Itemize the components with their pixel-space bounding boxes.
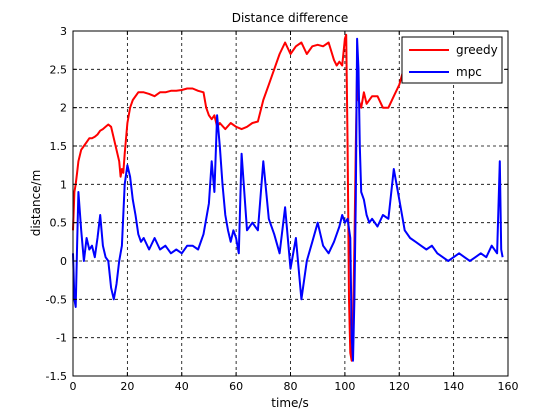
y-tick-label: -1.5 xyxy=(46,370,67,383)
x-tick-label: 160 xyxy=(498,380,519,393)
x-tick-label: 60 xyxy=(229,380,243,393)
y-tick-label: 3 xyxy=(60,25,67,38)
y-tick-label: 0 xyxy=(60,255,67,268)
x-tick-label: 20 xyxy=(120,380,134,393)
series-lines xyxy=(72,33,504,362)
y-tick-label: -1 xyxy=(56,332,67,345)
x-axis-ticks: 0 20 40 60 80 100 120 140 160 xyxy=(70,31,519,393)
chart-title: Distance difference xyxy=(232,11,349,25)
y-axis-label: distance/m xyxy=(29,170,43,237)
series-line-mpc xyxy=(72,37,504,362)
plot-background xyxy=(73,31,508,376)
legend-box xyxy=(401,36,503,84)
x-tick-label: 80 xyxy=(284,380,298,393)
x-tick-label: 100 xyxy=(334,380,355,393)
legend-label-mpc: mpc xyxy=(456,65,482,79)
legend: greedy mpc xyxy=(401,36,503,84)
y-tick-label: 2.5 xyxy=(50,63,68,76)
x-axis-label: time/s xyxy=(271,396,308,410)
x-tick-label: 120 xyxy=(389,380,410,393)
y-tick-label: -0.5 xyxy=(46,293,67,306)
y-tick-label: 0.5 xyxy=(50,217,68,230)
y-axis-ticks: -1.5 -1 -0.5 0 0.5 1 1.5 2 2.5 3 xyxy=(46,25,508,383)
x-tick-label: 0 xyxy=(70,380,77,393)
legend-label-greedy: greedy xyxy=(456,43,498,57)
x-tick-label: 140 xyxy=(443,380,464,393)
x-tick-label: 40 xyxy=(175,380,189,393)
y-tick-label: 1.5 xyxy=(50,140,68,153)
y-tick-label: 2 xyxy=(60,102,67,115)
series-line-greedy xyxy=(72,33,406,362)
y-tick-label: 1 xyxy=(60,178,67,191)
